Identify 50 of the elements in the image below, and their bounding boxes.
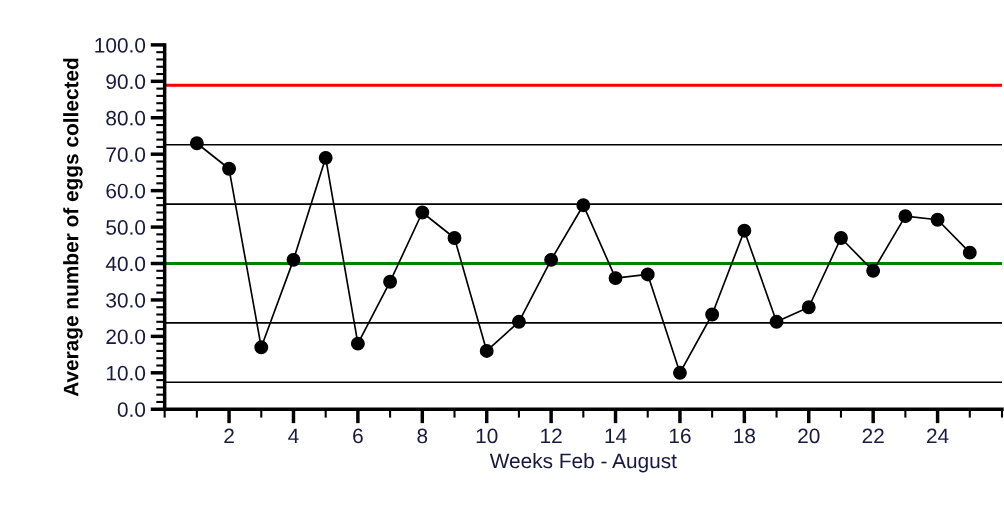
y-tick-label: 90.0 — [106, 74, 146, 90]
point — [286, 252, 301, 267]
point — [383, 274, 398, 289]
x-tick-label: 8 — [417, 428, 428, 444]
x-tick-label: 2 — [224, 428, 234, 444]
y-axis-title: Average number of eggs collected — [63, 58, 83, 397]
x-tick-label: 16 — [669, 428, 691, 444]
point — [254, 340, 269, 355]
y-tick-label: 50.0 — [106, 220, 146, 235]
y-tick-label: 10.0 — [106, 365, 146, 381]
y-tick-label: 80.0 — [106, 110, 146, 126]
x-tick-label: 10 — [476, 428, 498, 444]
point — [318, 150, 333, 165]
point — [640, 267, 655, 282]
point — [866, 263, 881, 278]
point — [222, 161, 237, 176]
x-tick-label: 12 — [541, 428, 562, 444]
point — [801, 300, 816, 315]
point — [189, 136, 204, 151]
point — [576, 198, 591, 213]
x-tick-label: 24 — [927, 428, 949, 444]
point — [705, 307, 720, 322]
point — [350, 336, 365, 351]
point — [447, 231, 462, 245]
y-tick-label: 0.0 — [117, 402, 146, 417]
x-axis-title: Weeks Feb - August — [489, 452, 677, 473]
y-tick-label: 40.0 — [105, 256, 146, 272]
point — [608, 271, 623, 286]
point — [962, 245, 977, 260]
y-tick-label: 70.0 — [106, 147, 146, 162]
x-tick-label: 20 — [798, 428, 820, 444]
y-tick-label: 20.0 — [106, 329, 146, 345]
x-tick-label: 4 — [288, 428, 299, 444]
x-tick-label: 6 — [353, 428, 363, 444]
point — [415, 205, 430, 220]
point — [479, 344, 494, 358]
x-tick-label: 22 — [862, 428, 884, 444]
point — [930, 212, 945, 227]
point — [511, 314, 526, 329]
y-tick-label: 100.0 — [95, 37, 146, 53]
point — [834, 231, 848, 245]
y-tick-label: 60.0 — [106, 183, 146, 199]
x-tick-label: 18 — [734, 428, 756, 444]
point — [672, 365, 687, 380]
y-tick-label: 30.0 — [106, 292, 146, 308]
point — [898, 209, 913, 224]
point — [544, 252, 559, 267]
x-tick-label: 14 — [605, 428, 627, 444]
point — [737, 223, 752, 238]
point — [769, 314, 784, 329]
